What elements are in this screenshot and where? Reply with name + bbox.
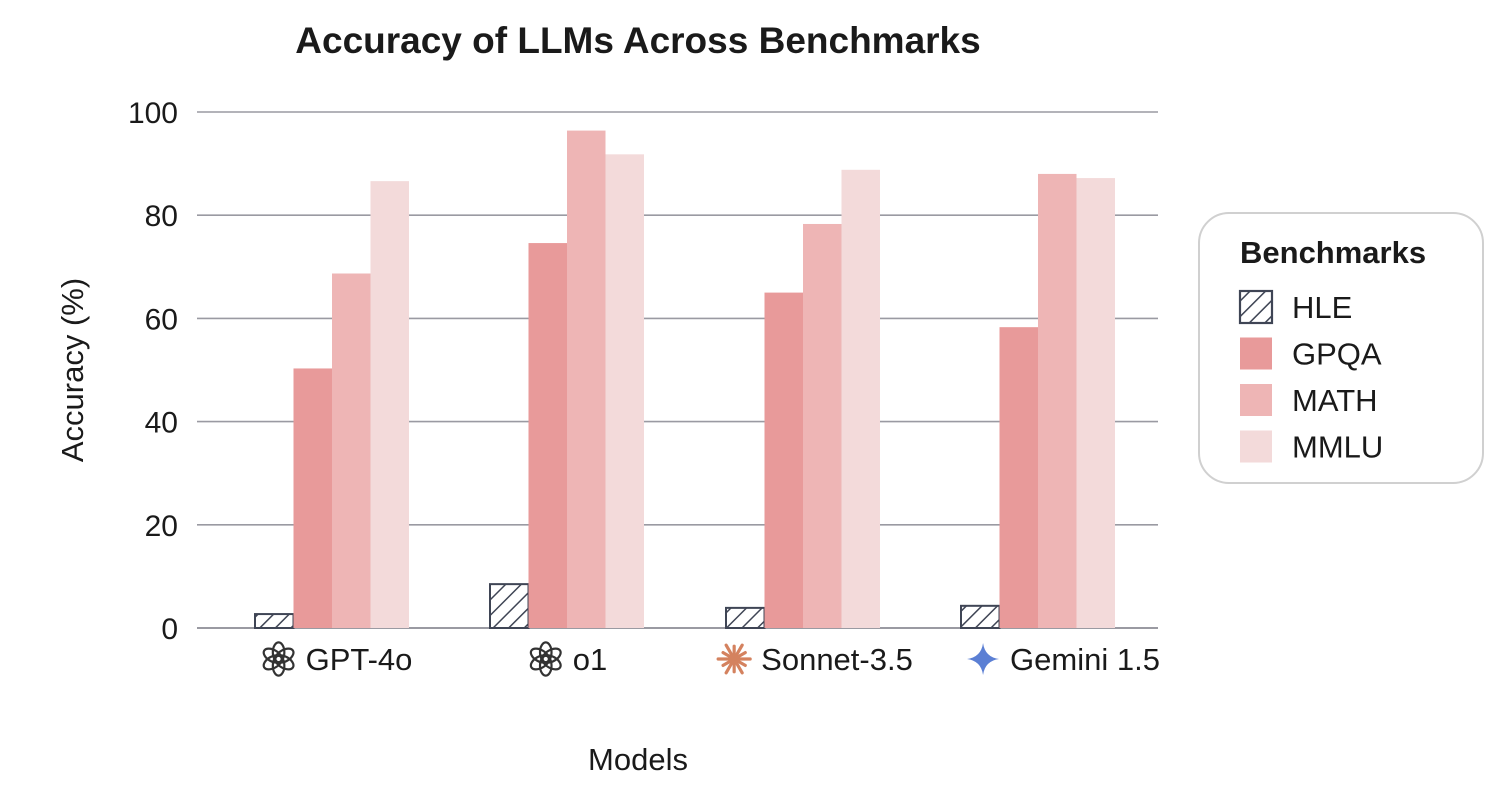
bar-hle-gpt-4o	[254, 613, 295, 629]
bar-mmlu-gpt-4o	[370, 181, 409, 629]
bar-hle-sonnet-3-5	[725, 606, 766, 629]
x-category-sonnet-3-5: Sonnet-3.5	[716, 642, 913, 677]
legend-item-mmlu: MMLU	[1240, 430, 1383, 465]
anthropic-star-icon	[716, 643, 752, 675]
bar-gpqa-gpt-4o	[293, 368, 332, 628]
chart-title: Accuracy of LLMs Across Benchmarks	[295, 20, 980, 61]
bar-math-gpt-4o	[332, 273, 371, 628]
x-category-labels: GPT-4o o1 Sonnet-3.5 Gemini 1.5	[262, 641, 1160, 677]
legend-label: MATH	[1292, 383, 1378, 418]
y-tick-label: 80	[145, 200, 178, 233]
y-tick-labels: 0 20 40 60 80 100	[128, 97, 178, 646]
x-category-label: Sonnet-3.5	[761, 642, 913, 677]
bar-mmlu-sonnet-3-5	[841, 169, 880, 629]
legend-label: GPQA	[1292, 337, 1382, 372]
x-category-label: o1	[573, 642, 607, 677]
bar-hle-gemini-1-5	[960, 604, 1001, 630]
openai-logo-icon	[529, 641, 562, 677]
bar-gpqa-gemini-1-5	[999, 327, 1038, 628]
x-category-gemini-1-5: Gemini 1.5	[967, 642, 1160, 677]
y-tick-label: 20	[145, 510, 178, 543]
openai-logo-icon	[262, 641, 295, 677]
legend-item-gpqa: GPQA	[1240, 337, 1382, 372]
x-category-gpt-4o: GPT-4o	[262, 641, 413, 677]
bar-gpqa-o1	[528, 243, 567, 628]
legend-swatch-gpqa	[1240, 337, 1272, 370]
x-axis-label: Models	[588, 742, 688, 777]
legend-swatch-hle	[1238, 289, 1274, 325]
bar-mmlu-gemini-1-5	[1076, 178, 1115, 628]
bar-mmlu-o1	[605, 154, 644, 628]
y-tick-label: 100	[128, 97, 178, 130]
legend-swatch-mmlu	[1240, 430, 1272, 463]
gemini-sparkle-icon	[967, 643, 1000, 675]
legend-title: Benchmarks	[1240, 235, 1426, 270]
y-tick-label: 0	[161, 613, 178, 646]
bars	[254, 130, 1115, 630]
y-axis-label: Accuracy (%)	[55, 278, 90, 462]
legend-label: HLE	[1292, 290, 1352, 325]
bar-math-sonnet-3-5	[803, 223, 842, 629]
legend: Benchmarks HLE GPQA MATH MMLU	[1198, 212, 1484, 484]
legend-swatch-math	[1240, 384, 1272, 416]
bar-hle-o1	[489, 583, 530, 630]
bar-math-gemini-1-5	[1038, 173, 1077, 629]
x-category-o1: o1	[529, 641, 607, 677]
y-tick-label: 60	[145, 303, 178, 336]
y-tick-label: 40	[145, 407, 178, 440]
legend-item-math: MATH	[1240, 383, 1378, 418]
legend-label: MMLU	[1292, 430, 1383, 465]
x-category-label: GPT-4o	[306, 642, 413, 677]
x-category-label: Gemini 1.5	[1010, 642, 1160, 677]
legend-item-hle: HLE	[1238, 289, 1352, 325]
bar-gpqa-sonnet-3-5	[764, 292, 803, 628]
bar-math-o1	[567, 130, 606, 629]
